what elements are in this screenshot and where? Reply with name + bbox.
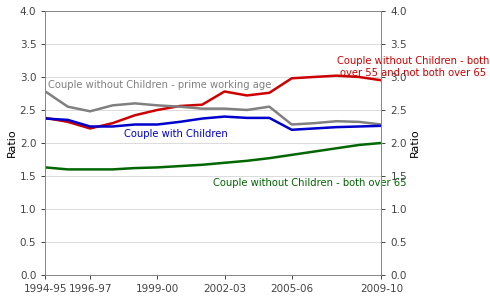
- Text: Couple without Children - both over 65: Couple without Children - both over 65: [213, 178, 407, 188]
- Text: Couple with Children: Couple with Children: [124, 129, 227, 139]
- Text: Couple without Children - both
over 55 and not both over 65: Couple without Children - both over 55 a…: [337, 56, 489, 78]
- Y-axis label: Ratio: Ratio: [410, 129, 420, 157]
- Y-axis label: Ratio: Ratio: [7, 129, 17, 157]
- Text: Couple without Children - prime working age: Couple without Children - prime working …: [48, 79, 271, 89]
